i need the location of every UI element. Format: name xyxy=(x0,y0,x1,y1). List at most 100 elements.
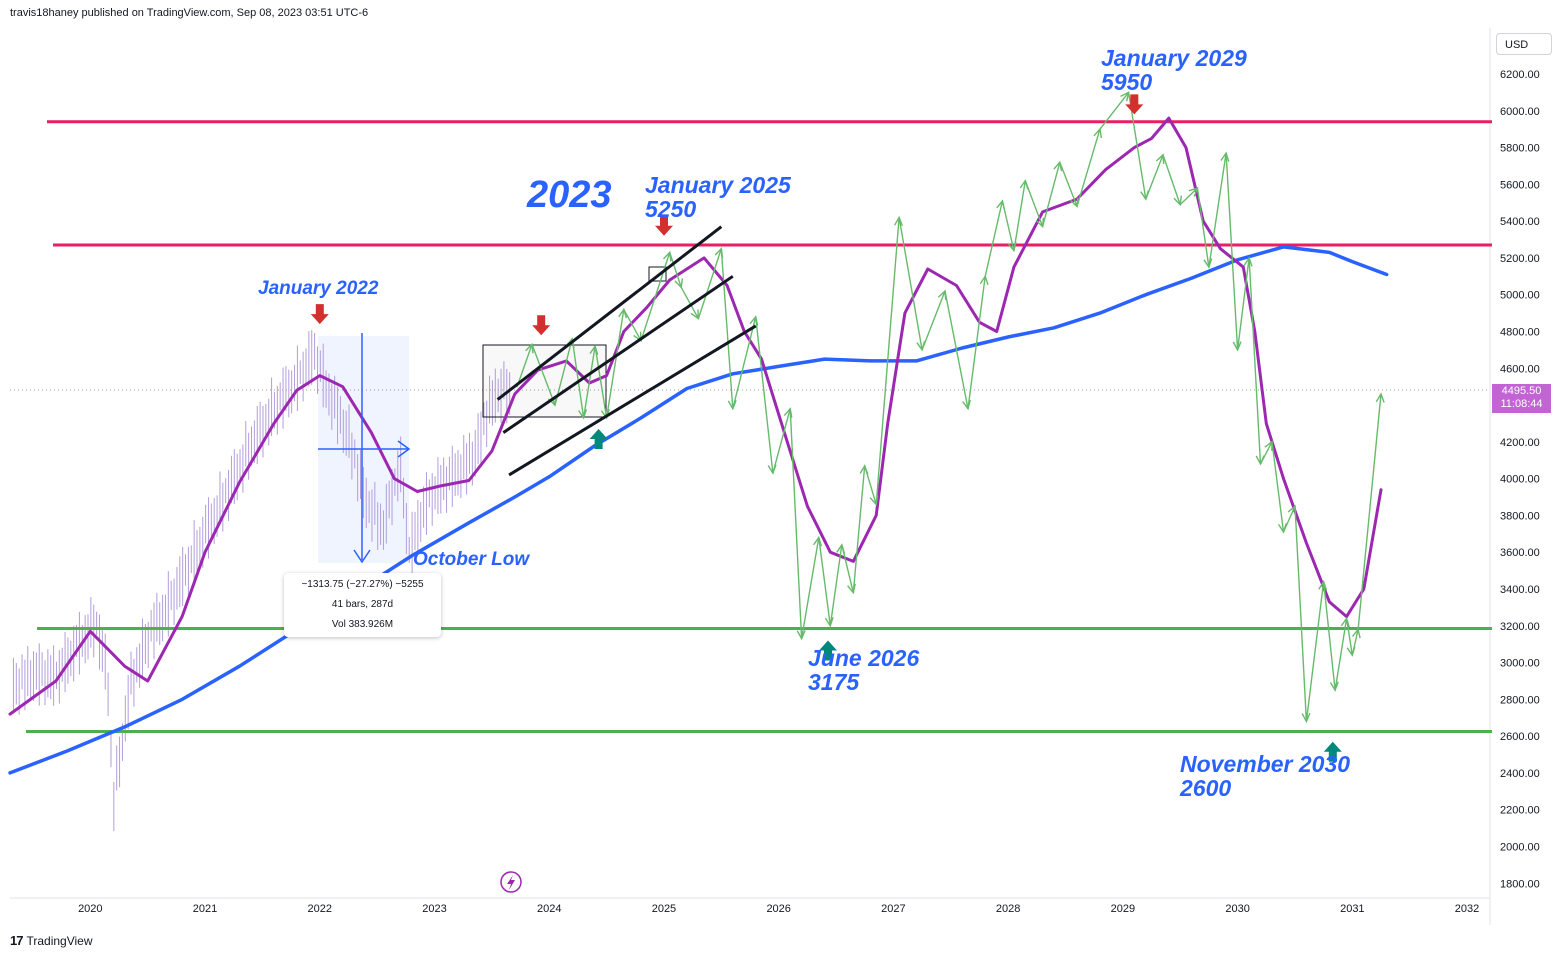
projection-arrowhead xyxy=(1220,151,1230,162)
last-price: 4495.50 xyxy=(1501,385,1542,397)
projection-arrowhead xyxy=(1019,179,1029,190)
projection-arrowhead xyxy=(674,278,684,289)
projection-arrowhead xyxy=(1346,646,1356,657)
annotation-jan2029-title: January 2029 xyxy=(1101,45,1247,71)
x-tick-label: 2021 xyxy=(193,903,217,915)
projection-arrowhead xyxy=(1287,504,1296,516)
y-tick-label: 1800.00 xyxy=(1500,878,1540,890)
x-tick-label: 2032 xyxy=(1455,903,1479,915)
channel-line[interactable] xyxy=(502,275,734,434)
arrow-up-nov2030-icon xyxy=(1323,741,1342,762)
long-ma-line[interactable] xyxy=(8,245,1389,775)
annotation-2023: 2023 xyxy=(527,174,612,216)
x-tick-label: 2028 xyxy=(996,903,1020,915)
y-tick-label: 3600.00 xyxy=(1500,547,1540,559)
last-price-tag: 4495.50 11:08:44 xyxy=(1492,384,1551,413)
y-tick-label: 4800.00 xyxy=(1500,326,1540,338)
y-tick-label: 3200.00 xyxy=(1500,621,1540,633)
projection-arrowhead xyxy=(824,616,834,628)
annotation-jan2025-value: 5250 xyxy=(645,196,697,222)
arrow-up-jun2026-icon xyxy=(819,640,837,661)
annotation-jan2025-title: January 2025 xyxy=(645,172,791,198)
projection-arrowhead xyxy=(1188,186,1199,197)
projection-arrowhead xyxy=(1318,579,1328,591)
projection-arrowhead xyxy=(690,309,700,321)
projection-arrowhead xyxy=(836,543,846,554)
x-tick-label: 2026 xyxy=(766,903,790,915)
y-tick-label: 2600.00 xyxy=(1500,731,1540,743)
tradingview-brand[interactable]: 17 TradingView xyxy=(10,933,93,948)
channel-line[interactable] xyxy=(496,225,723,401)
projection-arrowhead xyxy=(633,331,642,343)
projection-arrowhead xyxy=(996,199,1006,210)
y-tick-label: 6000.00 xyxy=(1500,106,1540,118)
projection-arrowhead xyxy=(1301,712,1311,724)
x-tick-label: 2025 xyxy=(652,903,676,915)
projection-arrowhead xyxy=(1278,523,1287,534)
x-axis-ticks: 2020 2021 2022 2023 2024 2025 2026 2027 2028 2029… xyxy=(78,903,1479,915)
y-tick-label: 5600.00 xyxy=(1500,179,1540,191)
y-tick-label: 4200.00 xyxy=(1500,437,1540,449)
x-tick-label: 2027 xyxy=(881,903,905,915)
measure-info-box: −1313.75 (−27.27%) −5255 41 bars, 287d V… xyxy=(284,573,441,637)
measure-tool-arrows xyxy=(318,333,411,564)
projection-arrowhead xyxy=(1375,392,1385,403)
channel-lines xyxy=(496,225,757,477)
y-tick-label: 3400.00 xyxy=(1500,584,1540,596)
y-tick-label: 5000.00 xyxy=(1500,290,1540,302)
annotation-october-low: October Low xyxy=(413,549,530,570)
projection-arrowhead xyxy=(813,535,822,547)
measure-volume: Vol 383.926M xyxy=(331,619,394,630)
arrow-down-jan2025-icon xyxy=(655,215,673,236)
projection-arrowhead xyxy=(1232,341,1242,352)
projection-arrowhead xyxy=(1069,197,1079,208)
annotation-nov2030-title: November 2030 xyxy=(1180,751,1351,777)
arrow-down-jan2029-icon xyxy=(1125,94,1144,115)
y-tick-label: 4000.00 xyxy=(1500,474,1540,486)
horizontal-levels xyxy=(26,120,1492,734)
y-tick-label: 2800.00 xyxy=(1500,694,1540,706)
projection-arrowhead xyxy=(1243,256,1253,267)
y-tick-label: 5400.00 xyxy=(1500,216,1540,228)
y-tick-label: 2400.00 xyxy=(1500,768,1540,780)
projection-path[interactable] xyxy=(516,91,1382,723)
x-tick-label: 2020 xyxy=(78,903,102,915)
projection-arrowhead xyxy=(1255,455,1265,466)
bar-countdown: 11:08:44 xyxy=(1500,398,1543,410)
publisher-header: travis18haney published on TradingView.c… xyxy=(10,7,369,19)
flash-icon[interactable] xyxy=(500,871,522,893)
y-tick-label: 2000.00 xyxy=(1500,841,1540,853)
y-tick-label: 3800.00 xyxy=(1500,510,1540,522)
projection-arrowhead xyxy=(1173,195,1182,207)
x-tick-label: 2029 xyxy=(1111,903,1135,915)
projection-arrowhead xyxy=(783,407,793,418)
annotation-jan2022: January 2022 xyxy=(258,278,379,299)
short-ma-line[interactable] xyxy=(8,116,1383,716)
annotation-nov2030-value: 2600 xyxy=(1180,775,1232,801)
projection-arrowhead xyxy=(525,342,534,354)
projection-arrowhead xyxy=(962,399,971,411)
projection-arrowhead xyxy=(749,315,759,326)
x-tick-label: 2023 xyxy=(422,903,446,915)
y-axis-ticks: 1800.00 2000.00 2200.00 2400.00 2600.00 2800.… xyxy=(1500,32,1540,890)
projection-arrowhead xyxy=(859,464,869,475)
projection-arrowhead xyxy=(1264,440,1273,451)
small-target-box[interactable] xyxy=(648,266,667,282)
projection-arrowhead xyxy=(767,464,777,475)
channel-line[interactable] xyxy=(508,324,757,477)
projection-arrowhead xyxy=(847,583,856,595)
candle-bars xyxy=(12,330,511,832)
projection-arrowhead xyxy=(1155,153,1165,164)
y-tick-label: 5800.00 xyxy=(1500,143,1540,155)
projection-arrowhead xyxy=(1035,217,1045,229)
projection-arrowhead xyxy=(1351,627,1361,639)
brand-label: TradingView xyxy=(26,933,93,948)
projection-arrowhead xyxy=(618,307,628,319)
y-tick-label: 6200.00 xyxy=(1500,69,1540,81)
currency-selector[interactable]: USD xyxy=(1496,33,1552,55)
arrow-down-2024-icon xyxy=(532,315,551,336)
projection-arrowhead xyxy=(589,344,599,356)
y-tick-label: 5200.00 xyxy=(1500,253,1540,265)
projection-arrowhead xyxy=(1053,160,1063,172)
